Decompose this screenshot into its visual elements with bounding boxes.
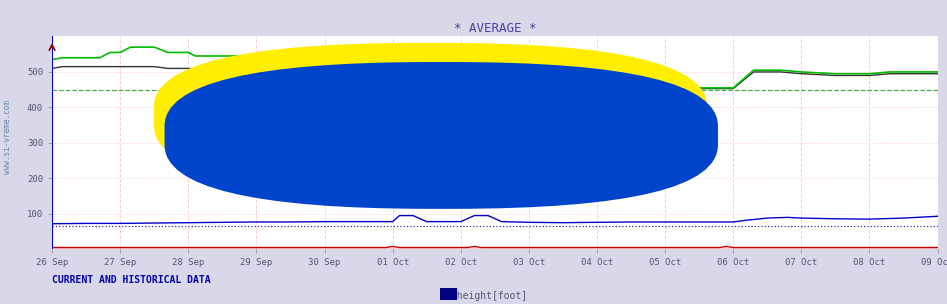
- Text: www.si-vreme.com: www.si-vreme.com: [347, 140, 643, 168]
- Text: www.si-vreme.com: www.si-vreme.com: [3, 100, 12, 174]
- FancyBboxPatch shape: [154, 43, 707, 190]
- Text: CURRENT AND HISTORICAL DATA: CURRENT AND HISTORICAL DATA: [52, 275, 211, 285]
- Title: * AVERAGE *: * AVERAGE *: [454, 22, 536, 35]
- Text: height[foot]: height[foot]: [445, 292, 527, 301]
- FancyBboxPatch shape: [165, 62, 718, 209]
